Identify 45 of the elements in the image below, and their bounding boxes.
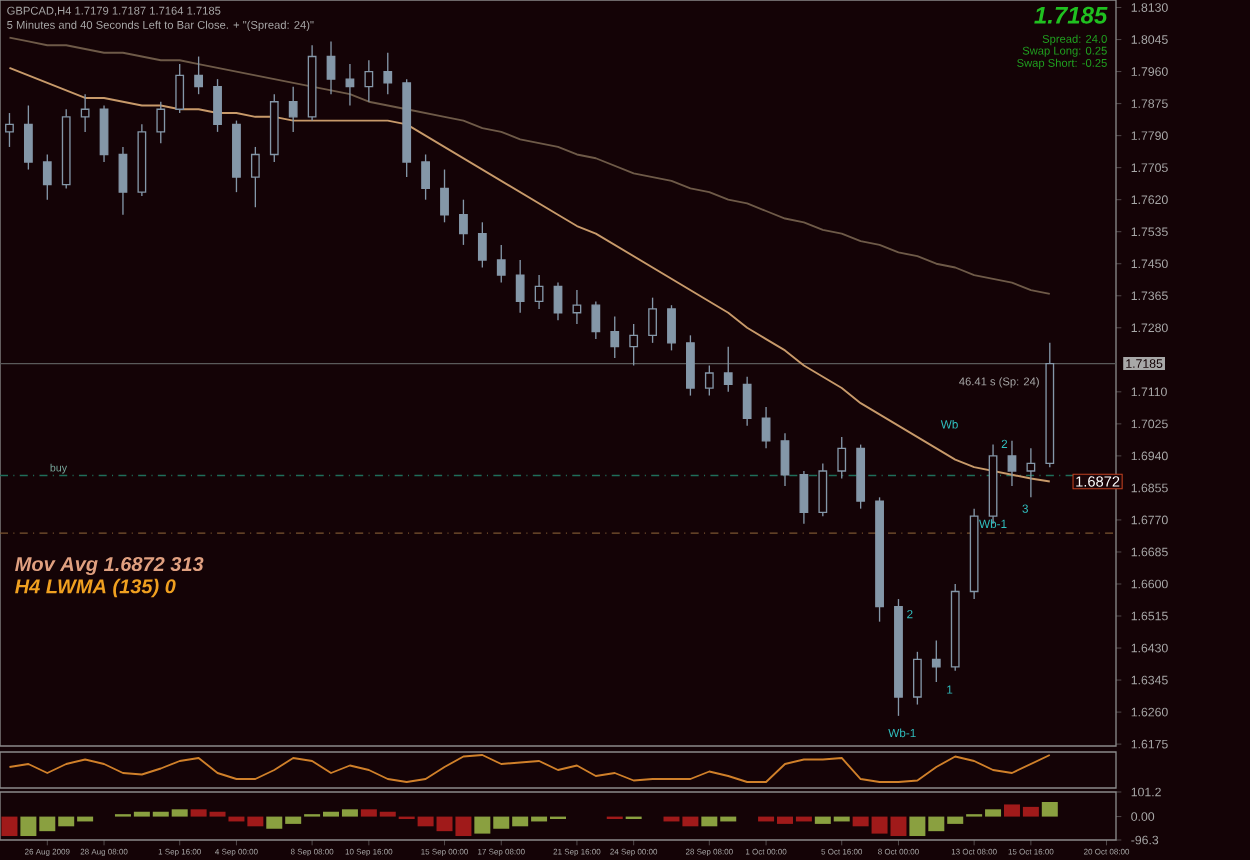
candlestick: [42, 153, 52, 201]
candlestick: [667, 304, 676, 352]
candlestick: [496, 244, 506, 284]
candlestick: [912, 651, 922, 706]
annotation: 1.7185: [1034, 6, 1108, 24]
candlestick: [250, 146, 260, 208]
candlestick: [477, 221, 487, 269]
candlestick: [440, 168, 449, 223]
annotation: H4 LWMA (135) 0: [15, 578, 176, 598]
candlestick: [194, 55, 204, 95]
candlestick: [288, 85, 298, 133]
candlestick: [515, 259, 525, 314]
candlestick: [326, 40, 336, 95]
bar: [1041, 802, 1058, 817]
candlestick: [648, 296, 657, 344]
candlestick: [118, 146, 128, 216]
candlestick: [610, 315, 620, 359]
candlestick: [742, 376, 752, 427]
candlestick: [459, 199, 468, 246]
bar: [1, 816, 18, 837]
candlestick: [704, 364, 714, 397]
candlestick: [5, 112, 14, 148]
candlestick: [1026, 447, 1036, 498]
candlestick: [421, 153, 430, 201]
candlestick: [837, 436, 847, 480]
candlestick: [686, 334, 695, 397]
candlestick: [364, 59, 374, 103]
candlestick: [23, 104, 33, 171]
candlestick: [629, 323, 639, 367]
candlestick: [80, 93, 90, 133]
candlestick: [818, 462, 828, 517]
candlestick: [99, 104, 109, 163]
candlestick: [156, 101, 166, 144]
candlestick: [780, 432, 790, 487]
candlestick: [345, 63, 355, 107]
candlestick: [591, 300, 601, 340]
candlestick: [931, 639, 941, 683]
candlestick: [1007, 440, 1017, 487]
candlestick: [175, 63, 185, 114]
candlestick: [213, 78, 222, 133]
candlestick: [383, 52, 393, 95]
candlestick: [799, 470, 809, 525]
candlestick: [534, 274, 544, 310]
annotation: Mov Avg 1.6872 313: [15, 556, 204, 576]
candlestick: [723, 345, 733, 393]
